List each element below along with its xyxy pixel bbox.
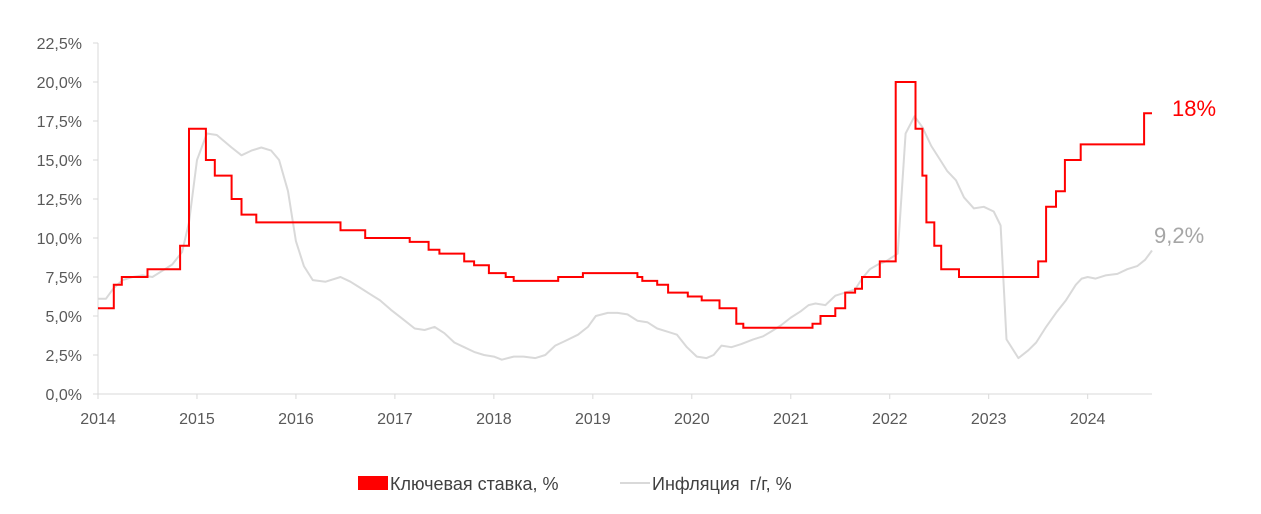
data-label-inflation-end: 9,2%: [1154, 223, 1204, 248]
x-tick-label: 2019: [575, 411, 611, 428]
y-tick-label: 5,0%: [46, 309, 82, 326]
x-tick-label: 2014: [80, 411, 116, 428]
x-tick-label: 2017: [377, 411, 413, 428]
x-tick-label: 2015: [179, 411, 215, 428]
x-tick-label: 2023: [971, 411, 1007, 428]
legend-label-rate: Ключевая ставка, %: [390, 474, 559, 494]
y-tick-label: 0,0%: [46, 387, 82, 404]
x-tick-label: 2022: [872, 411, 908, 428]
x-tick-label: 2020: [674, 411, 710, 428]
legend-swatch-rate: [358, 476, 388, 490]
series-line-rate: [98, 81, 1152, 329]
axes: 0,0% 2,5% 5,0% 7,5% 10,0% 12,5% 15,0% 17,5% 20,0…: [37, 36, 1152, 428]
y-tick-label: 10,0%: [37, 231, 82, 248]
legend: Ключевая ставка, % Инфляция г/г, %: [358, 474, 792, 494]
x-tick-label: 2018: [476, 411, 512, 428]
y-tick-label: 12,5%: [37, 192, 82, 209]
y-tick-label: 17,5%: [37, 114, 82, 131]
y-tick-label: 22,5%: [37, 36, 82, 53]
data-label-rate-end: 18%: [1172, 96, 1216, 121]
series-layer: [98, 81, 1153, 361]
y-tick-label: 7,5%: [46, 270, 82, 287]
legend-label-inflation: Инфляция г/г, %: [652, 474, 792, 494]
x-tick-label: 2024: [1070, 411, 1106, 428]
y-tick-label: 20,0%: [37, 75, 82, 92]
y-tick-label: 15,0%: [37, 153, 82, 170]
y-tick-label: 2,5%: [46, 348, 82, 365]
series-line-inflation: [98, 115, 1153, 361]
labels-layer: 18% 9,2%: [1154, 96, 1216, 248]
x-tick-label: 2021: [773, 411, 809, 428]
x-tick-label: 2016: [278, 411, 314, 428]
